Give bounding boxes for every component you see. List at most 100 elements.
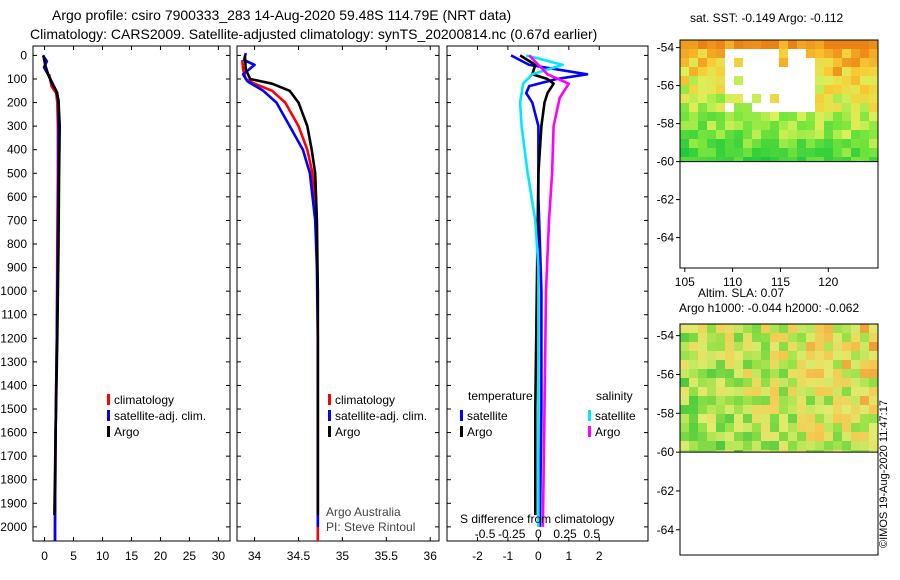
- map-cell: [869, 148, 878, 157]
- map-cell: [860, 85, 869, 94]
- map-cell: [761, 369, 770, 378]
- depth-tick-label: 900: [7, 261, 27, 275]
- map-cell: [851, 378, 860, 387]
- map-cell: [734, 121, 743, 130]
- map-cell: [824, 450, 833, 453]
- map-cell: [815, 378, 824, 387]
- map-cell: [725, 40, 734, 49]
- map-cell: [689, 139, 698, 148]
- map-cell: [851, 333, 860, 342]
- map-cell: [698, 450, 707, 453]
- map-cell: [806, 157, 815, 162]
- map-cell: [842, 103, 851, 112]
- map-cell: [797, 405, 806, 414]
- map-cell: [689, 405, 698, 414]
- depth-tick-label: 1600: [0, 426, 27, 440]
- x-tick-label: 20: [154, 549, 168, 563]
- map-cell: [716, 351, 725, 360]
- map-cell: [743, 112, 752, 121]
- map-cell: [860, 423, 869, 432]
- map-cell: [860, 369, 869, 378]
- map-cell: [833, 121, 842, 130]
- map-cell: [680, 103, 689, 112]
- map-cell: [680, 342, 689, 351]
- map-cell: [788, 360, 797, 369]
- map-cell: [806, 49, 815, 58]
- map-cell: [815, 157, 824, 162]
- map-cell: [806, 360, 815, 369]
- map-y-tick-label: -54: [657, 41, 675, 55]
- map-cell: [752, 333, 761, 342]
- map-cell: [815, 103, 824, 112]
- map-cell: [752, 387, 761, 396]
- x-tick-label: 35: [336, 549, 350, 563]
- map-cell: [689, 414, 698, 423]
- x-tick-label: 5: [70, 549, 77, 563]
- map-cell: [680, 139, 689, 148]
- legend-label: Argo: [335, 425, 361, 439]
- map-cell: [707, 94, 716, 103]
- map-cell: [698, 85, 707, 94]
- map-cell: [752, 441, 761, 450]
- map-cell: [833, 441, 842, 450]
- map-cell: [689, 441, 698, 450]
- map-cell: [689, 369, 698, 378]
- map-cell: [770, 139, 779, 148]
- map-cell: [707, 85, 716, 94]
- map-cell: [824, 40, 833, 49]
- map-cell: [707, 40, 716, 49]
- map-cell: [779, 396, 788, 405]
- map-cell: [815, 360, 824, 369]
- map-cell: [806, 387, 815, 396]
- map-cell: [761, 387, 770, 396]
- map-cell: [680, 121, 689, 130]
- temperature-panel: 0100200300400500600700800900100011001200…: [0, 45, 231, 563]
- map-cell: [725, 351, 734, 360]
- map-cell: [869, 157, 878, 162]
- map-cell: [761, 432, 770, 441]
- map-x-tick-label: 105: [675, 275, 695, 289]
- x-tick-label: 34.5: [287, 549, 311, 563]
- map-cell: [833, 40, 842, 49]
- plot-frame: [236, 45, 440, 542]
- legend-label: satellite-adj. clim.: [114, 409, 206, 423]
- map-cell: [806, 40, 815, 49]
- map-cell: [824, 121, 833, 130]
- map-cell: [743, 378, 752, 387]
- series-line-salinity-argo: [528, 54, 571, 527]
- map-cell: [707, 351, 716, 360]
- map-cell: [725, 112, 734, 121]
- map-cell: [716, 139, 725, 148]
- map-cell: [680, 351, 689, 360]
- map-cell: [716, 112, 725, 121]
- map-cell: [716, 67, 725, 76]
- map-cell: [761, 351, 770, 360]
- map-cell: [698, 396, 707, 405]
- map-cell: [833, 139, 842, 148]
- map-cell: [806, 405, 815, 414]
- map-cell: [698, 405, 707, 414]
- map-cell: [707, 67, 716, 76]
- map-cell: [761, 130, 770, 139]
- map-cell: [770, 396, 779, 405]
- map-cell: [833, 333, 842, 342]
- map-cell: [851, 85, 860, 94]
- map-cell: [743, 103, 752, 112]
- map-cell: [734, 405, 743, 414]
- map-cell: [698, 121, 707, 130]
- map-cell: [698, 58, 707, 67]
- map-cell: [734, 396, 743, 405]
- map-cell: [842, 378, 851, 387]
- map-cell: [869, 450, 878, 453]
- map-cell: [869, 423, 878, 432]
- map-cell: [869, 130, 878, 139]
- map-cell: [761, 423, 770, 432]
- map-cell: [707, 369, 716, 378]
- map-cell: [743, 360, 752, 369]
- map-cell: [851, 324, 860, 333]
- map-cell: [707, 130, 716, 139]
- map-cell: [779, 369, 788, 378]
- map-cell: [851, 396, 860, 405]
- map-cell: [770, 423, 779, 432]
- map-cell: [788, 342, 797, 351]
